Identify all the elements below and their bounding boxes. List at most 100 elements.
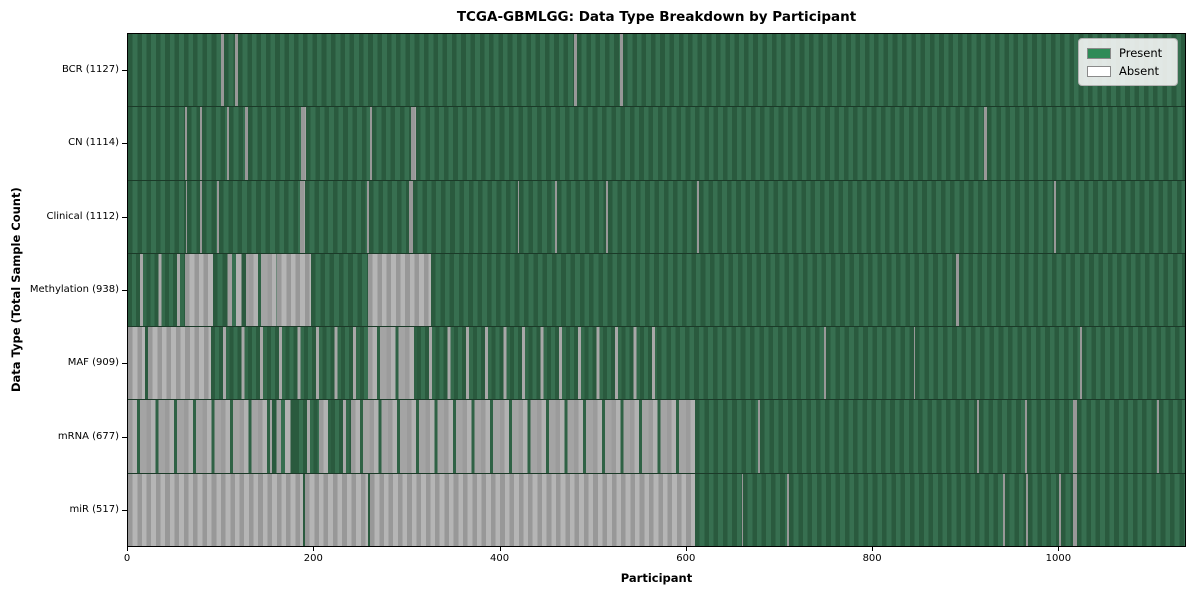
cells-CN-present [229, 107, 246, 180]
cells-miR-present [1061, 473, 1074, 546]
legend-label-present: Present [1119, 46, 1163, 60]
cells-CN-absent [300, 107, 306, 180]
cells-Clinical-present [202, 180, 218, 253]
cells-mRNA-absent [1073, 400, 1078, 473]
cells-mRNA-present [1026, 400, 1074, 473]
y-tick-mark [122, 510, 127, 512]
cells-BCR-present [237, 34, 575, 107]
cells-Methylation-absent [367, 253, 432, 327]
plot-area [127, 33, 1186, 547]
legend-item-absent: Absent [1087, 62, 1169, 80]
cells-Clinical-present [1055, 180, 1185, 253]
cells-Methylation-absent [276, 253, 312, 327]
cells-Clinical-absent [696, 180, 699, 253]
cells-MAF-absent [1079, 327, 1082, 400]
cells-Clinical-present [698, 180, 1054, 253]
row-Methylation [128, 253, 1185, 328]
row-BCR [128, 34, 1185, 108]
cells-CN-present [128, 107, 185, 180]
y-tick-mark [122, 143, 127, 145]
cells-Clinical-present [219, 180, 300, 253]
cells-BCR-present [577, 34, 620, 107]
legend-swatch-absent-icon [1087, 65, 1111, 77]
cells-mRNA-absent [1157, 400, 1159, 473]
cells-miR-present [743, 473, 788, 546]
cells-miR-absent [369, 473, 696, 546]
cells-mRNA-present [1158, 400, 1185, 473]
cells-Clinical-absent [299, 180, 305, 253]
chart-title: TCGA-GBMLGG: Data Type Breakdown by Part… [456, 9, 857, 25]
cells-Clinical-present [128, 180, 186, 253]
cells-CN-present [372, 107, 411, 180]
cells-MAF-present [915, 327, 1080, 400]
cells-mRNA-mixed [272, 400, 296, 473]
cells-Clinical-present [607, 180, 697, 253]
cells-Clinical-absent [217, 180, 220, 253]
cells-CN-present [202, 107, 227, 180]
cells-Clinical-absent [554, 180, 557, 253]
cells-BCR-absent [619, 34, 623, 107]
cells-BCR-present [223, 34, 235, 107]
x-tick-mark [685, 547, 687, 551]
cells-miR-absent [1026, 473, 1028, 546]
cells-mRNA-absent [758, 400, 761, 473]
cells-MAF-present [1081, 327, 1185, 400]
cells-Clinical-absent [199, 180, 203, 253]
cells-miR-present [1004, 473, 1027, 546]
x-tick-label: 400 [490, 553, 510, 564]
cells-CN-absent [226, 107, 230, 180]
cells-CN-absent [184, 107, 188, 180]
cells-miR-present [788, 473, 1003, 546]
cells-CN-absent [245, 107, 248, 180]
cells-mRNA-present [760, 400, 977, 473]
cells-miR-absent [1002, 473, 1005, 546]
cells-miR-present [695, 473, 742, 546]
cells-miR-absent [304, 473, 368, 546]
x-tick-mark [313, 547, 315, 551]
cells-BCR-absent [574, 34, 577, 107]
cells-BCR-absent [234, 34, 238, 107]
x-tick-mark [499, 547, 501, 551]
x-tick-mark [872, 547, 874, 551]
cells-Clinical-absent [605, 180, 608, 253]
cells-Methylation-mixed [222, 253, 249, 327]
cells-miR-present [302, 473, 305, 546]
row-miR [128, 473, 1185, 546]
cells-miR-absent [741, 473, 744, 546]
cells-miR-present [1077, 473, 1185, 546]
cells-MAF-absent [148, 327, 211, 400]
legend: Present Absent [1078, 38, 1178, 86]
cells-mRNA-mixed_present [295, 400, 319, 473]
cells-MAF-mixed_present [417, 327, 657, 400]
cells-Clinical-present [519, 180, 555, 253]
x-tick-mark [127, 547, 128, 551]
legend-swatch-present-icon [1087, 47, 1111, 59]
cells-miR-present [367, 473, 370, 546]
cells-Clinical-absent [185, 180, 188, 253]
cells-mRNA-present [695, 400, 759, 473]
cells-CN-present [416, 107, 985, 180]
x-tick-label: 0 [123, 553, 131, 564]
cells-Methylation-present [212, 253, 223, 327]
cells-CN-absent [199, 107, 203, 180]
cells-MAF-absent [128, 327, 145, 400]
y-tick-label-mRNA: mRNA (677) [57, 430, 119, 442]
cells-CN-present [187, 107, 200, 180]
cells-MAF-mixed_absent [367, 327, 418, 400]
cells-Clinical-present [304, 180, 367, 253]
cells-Methylation-present [311, 253, 368, 327]
cells-Methylation-present [431, 253, 957, 327]
cells-Clinical-absent [366, 180, 369, 253]
cells-BCR-absent [220, 34, 224, 107]
x-axis-title: Participant [620, 571, 693, 585]
cells-miR-absent [128, 473, 303, 546]
cells-CN-absent [369, 107, 373, 180]
cells-MAF-absent [824, 327, 827, 400]
y-tick-label-Methylation: Methylation (938) [29, 284, 119, 295]
cells-CN-present [305, 107, 370, 180]
cells-miR-present [1027, 473, 1060, 546]
y-tick-mark [122, 216, 127, 218]
cells-CN-present [247, 107, 301, 180]
cells-MAF-absent [913, 327, 916, 400]
cells-Clinical-present [413, 180, 518, 253]
